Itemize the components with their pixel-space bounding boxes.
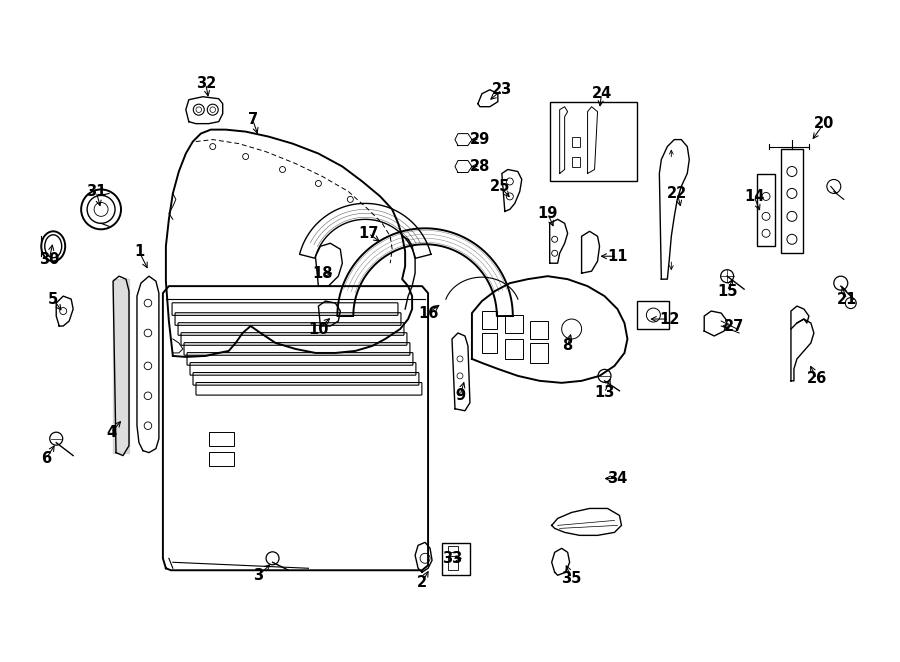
Bar bbox=[505, 339, 523, 359]
Text: 6: 6 bbox=[41, 451, 51, 466]
Bar bbox=[572, 156, 580, 167]
Text: 14: 14 bbox=[744, 189, 764, 204]
Circle shape bbox=[721, 269, 734, 283]
Text: 15: 15 bbox=[717, 283, 737, 299]
Bar bbox=[637, 301, 670, 329]
Text: 20: 20 bbox=[814, 116, 834, 131]
Circle shape bbox=[50, 432, 63, 445]
Text: 5: 5 bbox=[48, 291, 58, 307]
Text: 27: 27 bbox=[724, 318, 744, 334]
Bar bbox=[505, 315, 523, 333]
Bar bbox=[550, 102, 637, 181]
Bar bbox=[757, 175, 775, 246]
Text: 7: 7 bbox=[248, 112, 257, 127]
Bar bbox=[530, 321, 548, 339]
Text: 3: 3 bbox=[254, 568, 264, 583]
Circle shape bbox=[833, 276, 848, 290]
Bar bbox=[448, 546, 458, 552]
Text: 1: 1 bbox=[134, 244, 144, 259]
Text: 34: 34 bbox=[608, 471, 627, 486]
Circle shape bbox=[598, 369, 611, 383]
Bar bbox=[572, 136, 580, 146]
Bar bbox=[209, 451, 234, 465]
Bar bbox=[530, 343, 548, 363]
Text: 33: 33 bbox=[442, 551, 462, 566]
Text: 9: 9 bbox=[454, 389, 465, 403]
Circle shape bbox=[845, 298, 856, 308]
Text: 29: 29 bbox=[470, 132, 490, 147]
Text: 17: 17 bbox=[358, 226, 378, 241]
Text: 4: 4 bbox=[106, 425, 116, 440]
Text: 18: 18 bbox=[312, 265, 333, 281]
Text: 19: 19 bbox=[537, 206, 558, 221]
Text: 30: 30 bbox=[39, 252, 59, 267]
Bar bbox=[482, 311, 497, 329]
Bar bbox=[442, 544, 470, 575]
Text: 23: 23 bbox=[491, 82, 512, 97]
Circle shape bbox=[266, 552, 279, 565]
Bar bbox=[482, 333, 497, 353]
Text: 11: 11 bbox=[608, 249, 627, 263]
Text: 12: 12 bbox=[659, 312, 680, 326]
Text: 22: 22 bbox=[667, 186, 688, 201]
Text: 2: 2 bbox=[417, 575, 428, 590]
Text: 26: 26 bbox=[806, 371, 827, 387]
Bar bbox=[209, 432, 234, 446]
Bar bbox=[781, 148, 803, 254]
Text: 8: 8 bbox=[562, 338, 572, 354]
Text: 21: 21 bbox=[837, 291, 857, 307]
Text: 31: 31 bbox=[86, 184, 106, 199]
Text: 24: 24 bbox=[591, 86, 612, 101]
Text: 32: 32 bbox=[195, 76, 216, 91]
Text: 16: 16 bbox=[418, 306, 438, 320]
Text: 35: 35 bbox=[562, 571, 581, 586]
Text: 13: 13 bbox=[594, 385, 615, 401]
Text: 10: 10 bbox=[308, 322, 328, 336]
Text: 25: 25 bbox=[490, 179, 510, 194]
Bar bbox=[448, 556, 458, 570]
Text: 28: 28 bbox=[470, 159, 490, 174]
